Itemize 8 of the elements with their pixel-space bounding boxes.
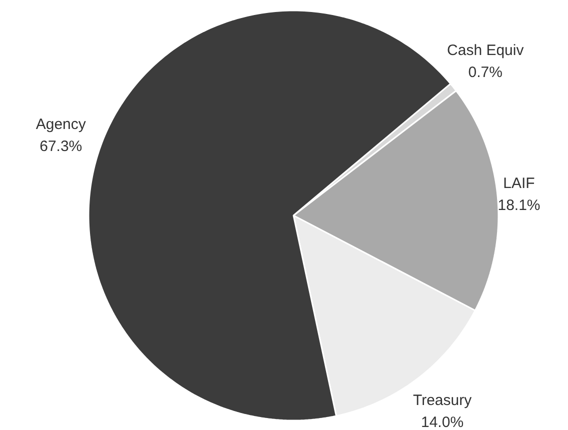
data-label: 14.0% [421, 414, 464, 430]
data-label: 0.7% [468, 64, 502, 82]
slice-label: Treasury [412, 392, 472, 409]
data-label: 18.1% [498, 196, 540, 214]
slice-label: LAIF [503, 174, 535, 192]
data-label: 67.3% [40, 138, 82, 156]
slice-label: Cash Equiv [447, 42, 524, 59]
slice-label: Agency [36, 116, 86, 133]
